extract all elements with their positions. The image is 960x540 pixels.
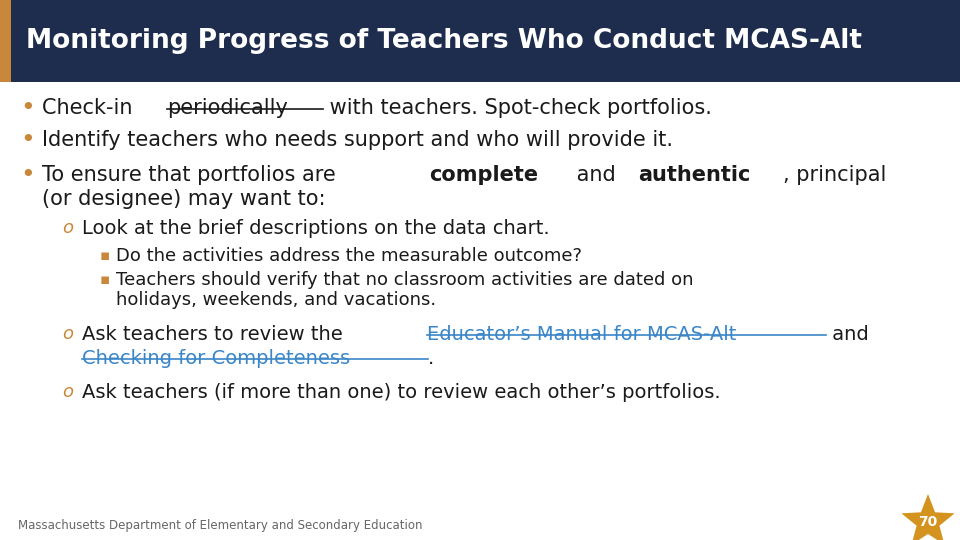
- Text: Educator’s Manual for MCAS-Alt: Educator’s Manual for MCAS-Alt: [426, 325, 736, 343]
- Text: o: o: [62, 325, 73, 343]
- Text: ▪: ▪: [100, 273, 110, 287]
- Text: o: o: [62, 383, 73, 401]
- Text: Ask teachers (if more than one) to review each other’s portfolios.: Ask teachers (if more than one) to revie…: [82, 382, 721, 402]
- Text: Ask teachers to review the: Ask teachers to review the: [82, 325, 349, 343]
- Text: authentic: authentic: [638, 165, 751, 185]
- Text: Checking for Completeness: Checking for Completeness: [82, 348, 350, 368]
- Text: To ensure that portfolios are: To ensure that portfolios are: [42, 165, 343, 185]
- Text: •: •: [20, 163, 35, 187]
- Text: Identify teachers who needs support and who will provide it.: Identify teachers who needs support and …: [42, 130, 673, 150]
- Text: complete: complete: [429, 165, 539, 185]
- Text: Monitoring Progress of Teachers Who Conduct MCAS-Alt: Monitoring Progress of Teachers Who Cond…: [26, 28, 862, 54]
- Text: •: •: [20, 96, 35, 120]
- Polygon shape: [901, 494, 954, 540]
- Text: (or designee) may want to:: (or designee) may want to:: [42, 189, 325, 209]
- Text: holidays, weekends, and vacations.: holidays, weekends, and vacations.: [116, 291, 436, 309]
- Text: with teachers. Spot-check portfolios.: with teachers. Spot-check portfolios.: [324, 98, 712, 118]
- Text: Check-in: Check-in: [42, 98, 139, 118]
- Text: o: o: [62, 219, 73, 237]
- Text: Look at the brief descriptions on the data chart.: Look at the brief descriptions on the da…: [82, 219, 550, 238]
- Text: Massachusetts Department of Elementary and Secondary Education: Massachusetts Department of Elementary a…: [18, 519, 422, 532]
- Text: .: .: [428, 348, 434, 368]
- Text: , principal: , principal: [783, 165, 886, 185]
- Text: •: •: [20, 128, 35, 152]
- FancyBboxPatch shape: [0, 0, 11, 82]
- Text: periodically: periodically: [167, 98, 288, 118]
- Text: and: and: [570, 165, 623, 185]
- Text: Do the activities address the measurable outcome?: Do the activities address the measurable…: [116, 247, 582, 265]
- Text: and: and: [826, 325, 869, 343]
- Text: Teachers should verify that no classroom activities are dated on: Teachers should verify that no classroom…: [116, 271, 693, 289]
- FancyBboxPatch shape: [0, 0, 960, 82]
- Text: ▪: ▪: [100, 248, 110, 264]
- Text: 70: 70: [919, 515, 938, 529]
